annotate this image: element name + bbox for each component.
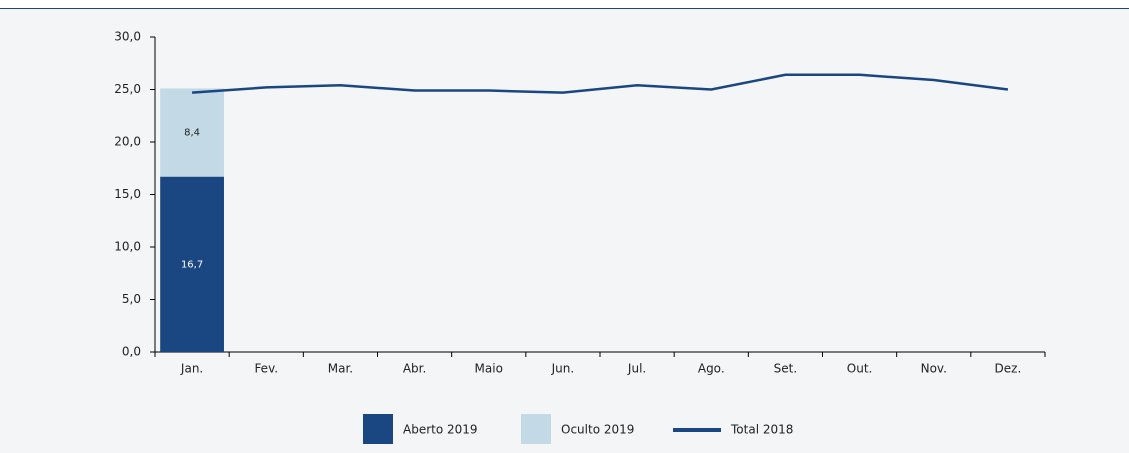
value-label: 16,7 bbox=[181, 259, 203, 270]
x-tick-label: Jul. bbox=[627, 362, 646, 376]
x-tick-label: Maio bbox=[475, 362, 503, 376]
legend-label: Total 2018 bbox=[730, 423, 793, 437]
x-tick-label: Jun. bbox=[551, 362, 575, 376]
y-tick-label: 15,0 bbox=[114, 187, 141, 201]
legend-label: Aberto 2019 bbox=[403, 423, 478, 437]
x-tick-label: Out. bbox=[847, 362, 873, 376]
bar bbox=[160, 176, 224, 352]
y-tick-label: 10,0 bbox=[114, 240, 141, 254]
legend-label: Oculto 2019 bbox=[561, 423, 634, 437]
legend-swatch bbox=[521, 414, 551, 444]
y-tick-label: 0,0 bbox=[122, 345, 141, 359]
x-tick-label: Nov. bbox=[921, 362, 947, 376]
x-tick-label: Ago. bbox=[698, 362, 725, 376]
y-tick-label: 5,0 bbox=[122, 292, 141, 306]
x-tick-label: Fev. bbox=[254, 362, 278, 376]
y-tick-label: 20,0 bbox=[114, 135, 141, 149]
x-tick-label: Jan. bbox=[180, 362, 203, 376]
y-tick-label: 25,0 bbox=[114, 82, 141, 96]
legend-swatch bbox=[363, 414, 393, 444]
y-tick-label: 30,0 bbox=[114, 30, 141, 44]
x-tick-label: Dez. bbox=[995, 362, 1022, 376]
x-tick-label: Mar. bbox=[328, 362, 353, 376]
x-tick-label: Abr. bbox=[403, 362, 426, 376]
x-tick-label: Set. bbox=[774, 362, 798, 376]
bar bbox=[160, 88, 224, 177]
line bbox=[191, 73, 1009, 94]
value-label: 8,4 bbox=[184, 128, 200, 139]
